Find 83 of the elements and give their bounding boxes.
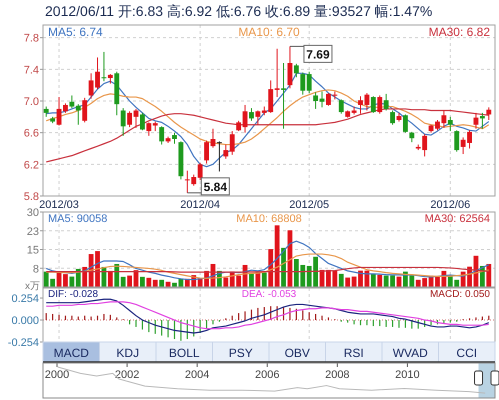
text: PSY	[228, 346, 253, 360]
bar	[223, 278, 228, 287]
series-label: DIF: -0.028	[48, 289, 98, 300]
candlestick	[402, 114, 408, 134]
candlestick	[288, 46, 292, 89]
series-label: DEA: -0.053	[242, 289, 297, 300]
candlestick	[384, 93, 389, 111]
candlestick	[370, 96, 376, 114]
x-tick-label: 2008	[325, 369, 350, 381]
y-tick-label: 6.6	[24, 128, 39, 140]
y-tick-label: 7.0	[24, 96, 39, 108]
x-tick-label: 2006	[255, 369, 280, 381]
annotation: 7.69	[306, 47, 330, 62]
bar	[249, 274, 254, 287]
y-tick-label: 5.8	[24, 191, 39, 203]
candlestick	[108, 74, 113, 84]
y-tick-label: 7.8	[24, 32, 39, 45]
text: KDJ	[116, 346, 140, 360]
text: BOLL	[168, 346, 200, 360]
y-tick-label: 8	[32, 263, 39, 276]
candlestick	[338, 98, 344, 114]
text: MA10: 68808	[236, 213, 302, 225]
bar	[288, 230, 292, 287]
y-axis-title: x万	[25, 281, 40, 292]
candlestick	[102, 51, 106, 82]
candlestick	[454, 130, 460, 152]
series-label: MACD: 0.050	[430, 289, 490, 300]
text: OBV	[284, 346, 310, 360]
y-tick-label: 15	[26, 244, 39, 256]
candlestick	[377, 94, 382, 114]
candlestick	[390, 110, 396, 126]
text: WVAD	[392, 346, 428, 360]
candlestick	[448, 116, 453, 132]
candlestick	[474, 112, 478, 130]
line-series	[46, 253, 490, 279]
bar	[140, 276, 145, 287]
candlestick	[172, 132, 177, 144]
candlestick	[300, 72, 306, 96]
chart-title: 2012/06/11 开:6.83 高:6.92 低:6.76 收:6.89 量:93527 幅:1.47%	[45, 3, 432, 19]
candlestick	[306, 71, 312, 94]
line-series	[46, 240, 490, 280]
y-tick-label: 0.000	[11, 315, 39, 328]
text: CCI	[456, 346, 478, 360]
x-tick-label: 2012/05	[289, 199, 330, 211]
candlestick	[44, 106, 49, 118]
candlestick	[140, 112, 145, 131]
y-tick-label: 6.2	[24, 159, 39, 172]
annotation: 5.84	[204, 180, 228, 194]
y-tick-label: 7.4	[24, 64, 39, 76]
bar	[108, 270, 113, 287]
text: MA30: 62564	[424, 213, 490, 225]
x-tick-label: 2012/04	[180, 199, 220, 211]
candlestick	[120, 108, 126, 136]
x-tick-label: 2002	[114, 369, 140, 381]
candlestick	[249, 108, 254, 122]
text: MA30: 6.82	[428, 25, 490, 39]
x-tick-label: 2004	[184, 369, 210, 381]
candlestick	[230, 130, 235, 156]
candlestick	[294, 63, 299, 78]
candlestick	[480, 112, 485, 130]
text: MA5: 90058	[48, 213, 108, 225]
x-tick-label: 2000	[44, 369, 70, 381]
candlestick	[159, 126, 164, 146]
bar	[396, 276, 402, 287]
text: RSI	[344, 346, 364, 360]
text: MA10: 6.70	[238, 25, 300, 39]
candlestick	[223, 144, 228, 160]
bar	[262, 272, 267, 287]
x-tick-label: 2012/03	[39, 199, 79, 211]
candlestick	[486, 106, 492, 120]
x-tick-label: 2012/06	[430, 199, 470, 211]
y-tick-label: 0.254	[11, 293, 39, 306]
y-tick-label: -0.254	[8, 337, 39, 349]
candlestick	[281, 62, 286, 130]
y-tick-label: 30	[26, 207, 39, 219]
candlestick	[82, 97, 88, 123]
bar	[166, 282, 170, 287]
text: MACD	[54, 346, 90, 360]
text: MA5: 6.74	[48, 25, 104, 39]
x-tick-label: 2010	[395, 369, 420, 381]
candlestick	[409, 131, 414, 143]
y-tick-label: 23	[26, 226, 39, 238]
candlestick	[216, 140, 222, 172]
